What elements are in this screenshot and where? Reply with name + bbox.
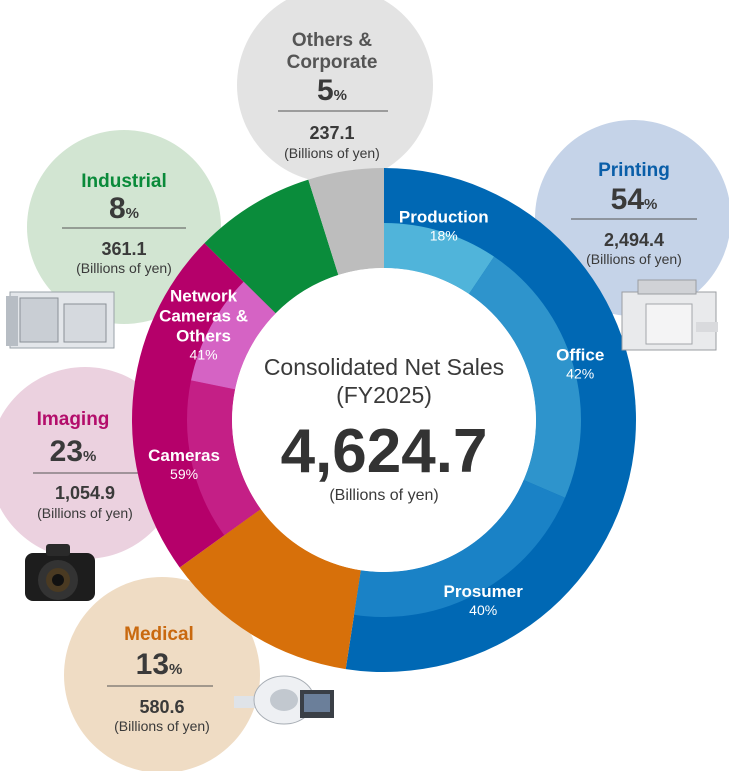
bubble-industrial-pct-sign: % xyxy=(126,205,139,222)
camera-image xyxy=(25,544,95,601)
sub-segment-label-prosumer: Prosumer 40% xyxy=(443,582,523,618)
bubble-printing-pct-value: 54 xyxy=(611,183,645,216)
sub-segment-prosumer xyxy=(354,479,566,617)
bubble-others-corporate-pct-sign: % xyxy=(334,87,347,104)
bubble-others-corporate-pct-value: 5 xyxy=(317,74,334,107)
bubble-industrial-pct: 8% xyxy=(109,192,139,225)
bubble-industrial-value: 361.1 xyxy=(101,239,146,259)
bubble-industrial-circle xyxy=(27,130,221,324)
bubble-imaging-pct-value: 23 xyxy=(50,435,83,468)
bubble-medical-title: Medical xyxy=(124,624,194,645)
bubble-medical-circle xyxy=(64,577,260,771)
bubble-imaging-pct-sign: % xyxy=(83,448,96,465)
donut-hole xyxy=(232,268,536,572)
sub-segment-network-cameras-others xyxy=(191,281,276,390)
segment-printing xyxy=(345,168,636,672)
bubble-others-corporate-circle xyxy=(237,0,433,183)
sub-segment-labels: Production 18% Office 42% Prosumer 40% Cameras… xyxy=(148,207,604,617)
bubble-medical-value: 580.6 xyxy=(139,697,184,717)
sub-segment-label-cameras: Cameras 59% xyxy=(148,446,220,482)
sub-segment-label-production: Production 18% xyxy=(399,207,489,243)
bubble-industrial-unit: (Billions of yen) xyxy=(76,260,172,276)
bubble-medical-unit: (Billions of yen) xyxy=(114,718,210,734)
bubble-printing-value: 2,494.4 xyxy=(604,230,664,250)
bubble-others-corporate-pct: 5% xyxy=(317,74,347,107)
bubble-others-corporate: Others & Corporate 5% 237.1 (Billions of… xyxy=(237,0,433,183)
sub-segment-label-office: Office 42% xyxy=(556,345,604,381)
bubble-imaging-unit: (Billions of yen) xyxy=(37,505,133,521)
bubble-others-corporate-title-1: Others & xyxy=(292,30,373,51)
bubble-medical-pct-value: 13 xyxy=(136,648,169,681)
donut-center: Consolidated Net Sales (FY2025) 4,624.7 … xyxy=(264,354,504,504)
bubble-others-corporate-unit: (Billions of yen) xyxy=(284,145,380,161)
center-title-line2: (FY2025) xyxy=(336,382,432,408)
segment-others-corporate xyxy=(308,168,384,276)
bubble-medical-pct: 13% xyxy=(136,648,183,681)
multifunction-printer-image xyxy=(621,279,718,351)
bubble-printing-title: Printing xyxy=(598,160,670,181)
bubble-medical: Medical 13% 580.6 (Billions of yen) xyxy=(64,577,260,771)
bubble-imaging-title: Imaging xyxy=(37,409,110,430)
bubble-printing-pct: 54% xyxy=(611,183,658,216)
sub-segment-cameras xyxy=(187,380,261,536)
center-unit: (Billions of yen) xyxy=(329,487,438,504)
bubble-industrial-pct-value: 8 xyxy=(109,192,126,225)
center-total: 4,624.7 xyxy=(281,417,488,486)
ct-scanner-image xyxy=(234,675,334,725)
bubble-industrial-title: Industrial xyxy=(81,171,167,192)
bubble-printing-unit: (Billions of yen) xyxy=(586,251,682,267)
bubble-imaging-pct: 23% xyxy=(50,435,97,468)
bubble-imaging-value: 1,054.9 xyxy=(55,483,115,503)
inner-ring xyxy=(187,223,582,617)
sub-segment-label-network-cameras-others: Network Cameras & Others 41% xyxy=(159,287,248,363)
sub-segment-production xyxy=(384,223,495,294)
bubble-others-corporate-title-2: Corporate xyxy=(287,52,378,73)
bubble-printing-pct-sign: % xyxy=(644,196,657,213)
sub-segment-office xyxy=(468,256,582,498)
bubble-industrial: Industrial 8% 361.1 (Billions of yen) xyxy=(27,130,221,324)
center-title-line1: Consolidated Net Sales xyxy=(264,354,504,380)
segment-medical xyxy=(179,508,361,670)
bubble-medical-pct-sign: % xyxy=(169,661,182,678)
factory-equipment-image xyxy=(6,291,115,349)
bubble-others-corporate-value: 237.1 xyxy=(309,123,354,143)
segment-industrial xyxy=(204,179,339,314)
